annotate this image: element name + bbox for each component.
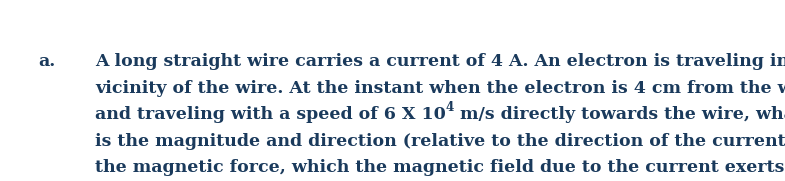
Text: and traveling with a speed of 6 X 10: and traveling with a speed of 6 X 10 (95, 106, 446, 123)
Text: vicinity of the wire. At the instant when the electron is 4 cm from the wire: vicinity of the wire. At the instant whe… (95, 80, 785, 97)
Text: 4: 4 (446, 101, 455, 114)
Text: A long straight wire carries a current of 4 A. An electron is traveling in the: A long straight wire carries a current o… (95, 53, 785, 70)
Text: is the magnitude and direction (relative to the direction of the current) of: is the magnitude and direction (relative… (95, 133, 785, 150)
Text: the magnetic force, which the magnetic field due to the current exerts on: the magnetic force, which the magnetic f… (95, 159, 785, 176)
Text: a.: a. (38, 53, 55, 70)
Text: m/s directly towards the wire, what: m/s directly towards the wire, what (455, 106, 785, 123)
